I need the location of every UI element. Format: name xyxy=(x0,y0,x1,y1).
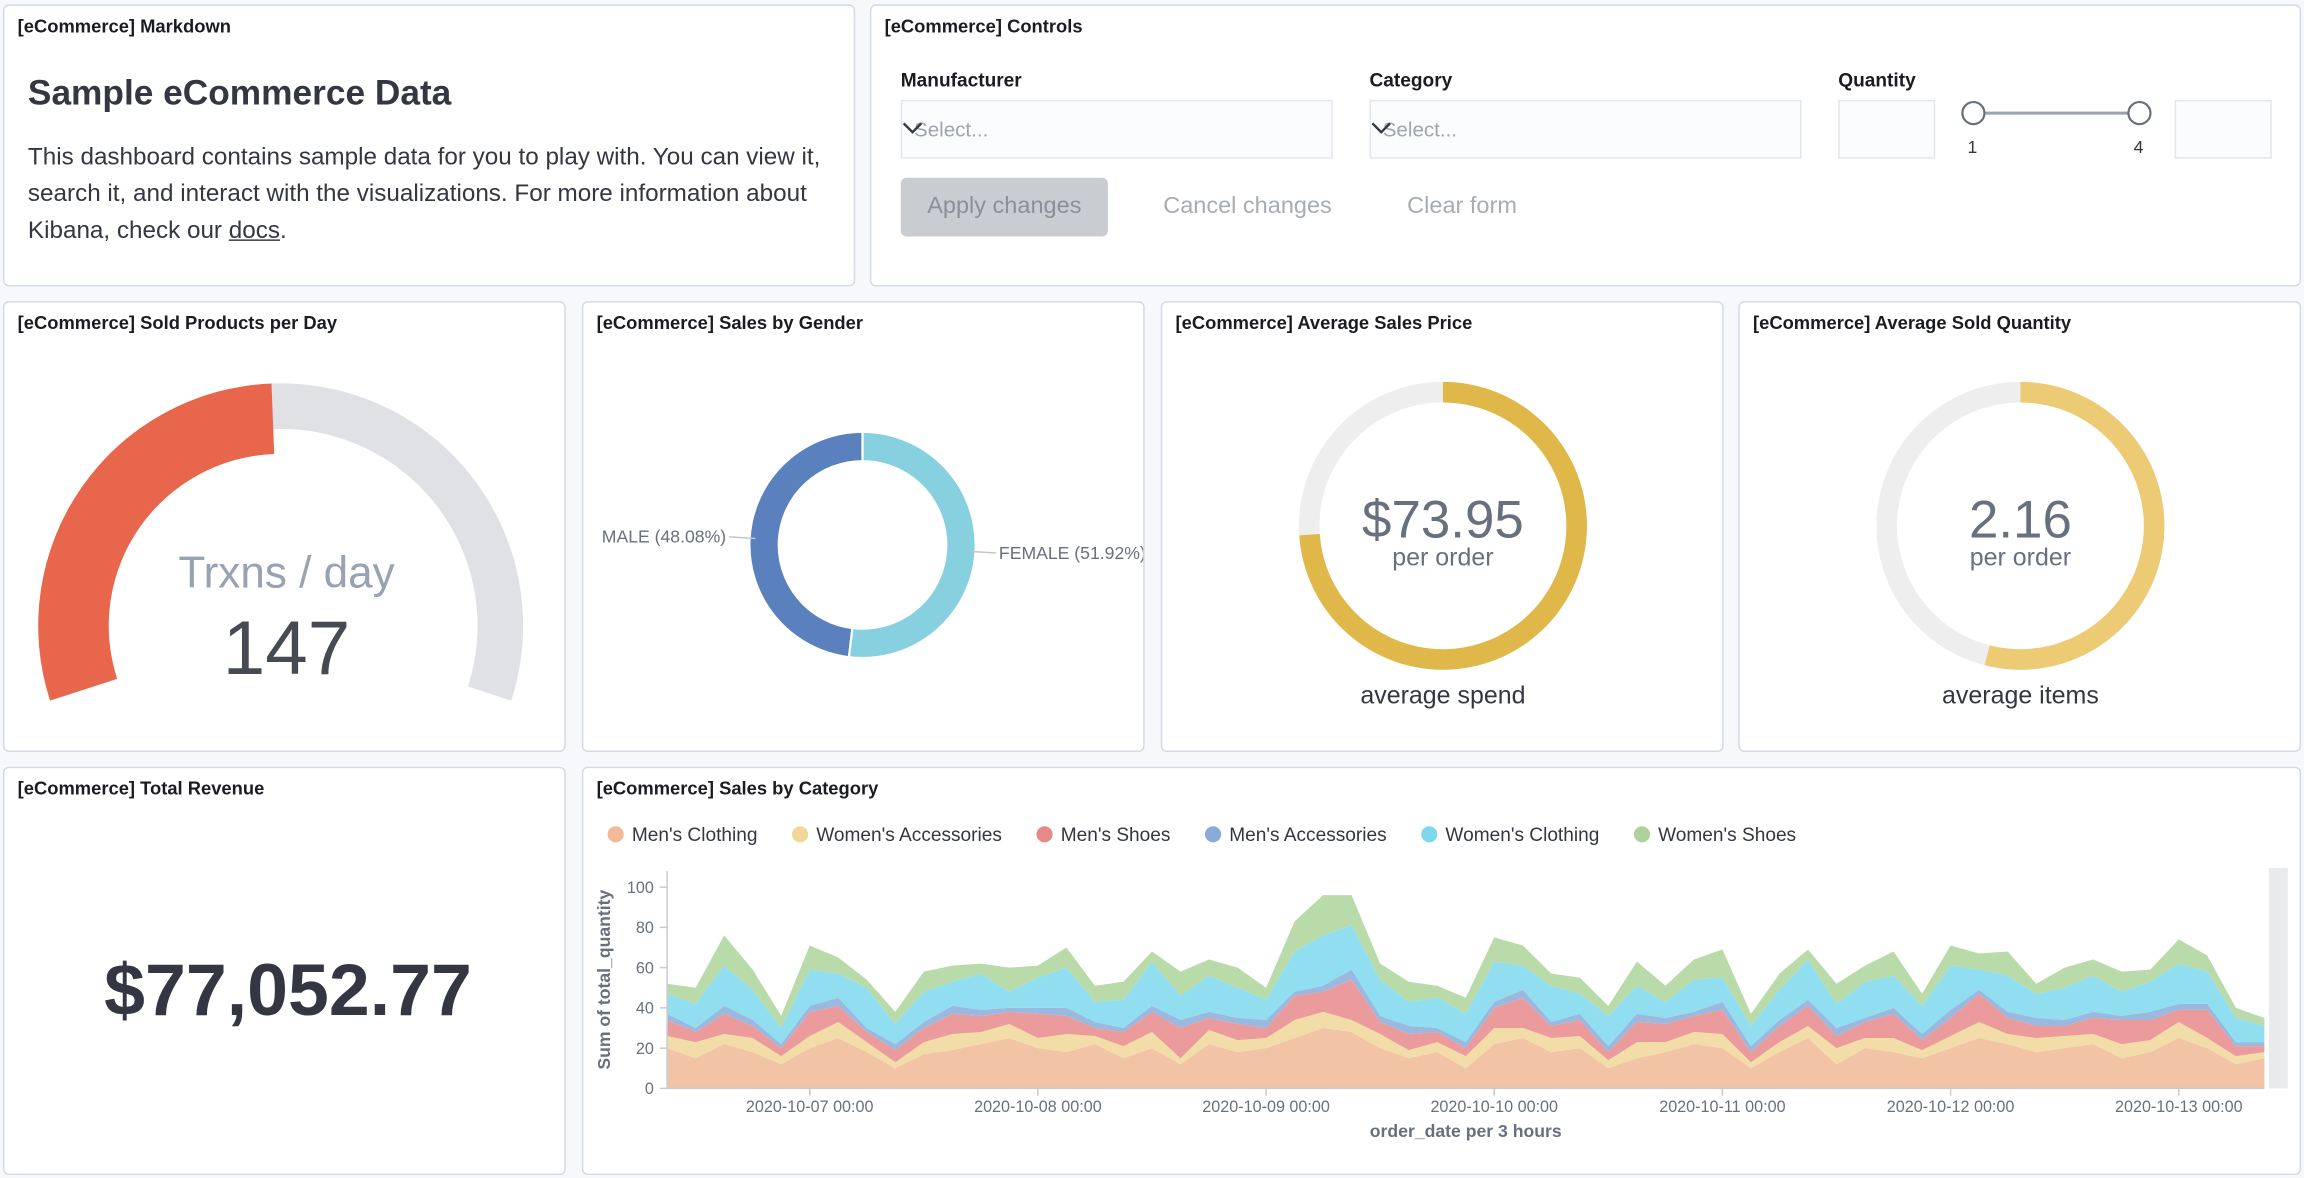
text: This dashboard contains sample data for … xyxy=(27,143,821,244)
range-slider[interactable] xyxy=(1959,94,2165,138)
category-select[interactable]: Select... xyxy=(1369,99,1802,159)
min-input[interactable] xyxy=(1838,99,1936,159)
area-series xyxy=(667,925,2265,1047)
y-tick-label: 40 xyxy=(636,1000,654,1018)
x-tick-label: 2020-10-13 00:00 xyxy=(2115,1098,2243,1116)
field-label: Manufacturer xyxy=(900,69,1022,92)
area-chart: Men's Clothing Women's Accessories Men's S… xyxy=(594,825,2288,1141)
gauge-track xyxy=(271,383,524,701)
area-series xyxy=(667,979,2265,1063)
panel-title: [eCommerce] Sales by Category xyxy=(596,778,879,800)
goal-label: average items xyxy=(1942,682,2099,710)
goal-sublabel: per order xyxy=(1392,543,1493,571)
panel-title: [eCommerce] Average Sold Quantity xyxy=(1752,312,2072,334)
placeholder: Select... xyxy=(913,117,989,142)
slice-label: FEMALE (51.92%) xyxy=(999,543,1145,563)
x-tick-label: 2020-10-11 00:00 xyxy=(1659,1098,1785,1116)
legend-swatch xyxy=(1204,826,1222,843)
y-axis-title: Sum of total_quantity xyxy=(594,890,614,1070)
field-label: Category xyxy=(1369,69,1453,92)
goal-label: average spend xyxy=(1360,682,1525,710)
slider-handle[interactable] xyxy=(2127,100,2152,126)
gauge-chart: Trxns / day 147 xyxy=(38,383,524,701)
x-tick-label: 2020-10-08 00:00 xyxy=(974,1098,1102,1116)
max-input[interactable] xyxy=(2174,99,2272,159)
chart-panel: [eCommerce] Sold Products per Day Trxns … xyxy=(2,301,566,753)
chart-panel: [eCommerce] Average Sales Price $73.95 pe… xyxy=(1160,301,1724,753)
goal-sublabel: per order xyxy=(1970,543,2071,571)
manufacturer-select[interactable]: Select... xyxy=(900,99,1333,159)
chart-panel: [eCommerce] Average Sold Quantity 2.16 pe… xyxy=(1738,301,2302,753)
scrollbar xyxy=(2268,868,2288,1089)
legend-swatch xyxy=(1421,826,1438,843)
legend-label: Men's Shoes xyxy=(1061,825,1171,846)
apply-button[interactable]: Apply changes xyxy=(900,177,1108,237)
pie-slice xyxy=(748,430,864,659)
legend-swatch xyxy=(1036,826,1053,843)
x-tick-label: 2020-10-07 00:00 xyxy=(746,1098,874,1116)
markdown-panel: [eCommerce] Markdown Sample eCommerce Da… xyxy=(2,4,856,287)
slider-min: 1 xyxy=(1967,136,1978,158)
area-series xyxy=(667,1027,2265,1089)
heading: Sample eCommerce Data xyxy=(27,73,452,114)
panel-title: [eCommerce] Sold Products per Day xyxy=(17,312,338,334)
panel-title: [eCommerce] Total Revenue xyxy=(17,778,265,800)
legend-label: Women's Shoes xyxy=(1658,825,1796,846)
y-tick-label: 20 xyxy=(636,1040,654,1058)
docs-link[interactable]: docs xyxy=(228,217,280,244)
leader-line xyxy=(729,536,756,540)
chart-panel: [eCommerce] Total Revenue $77,052.77 xyxy=(2,766,566,1176)
field-label: Quantity xyxy=(1838,69,1916,92)
slice-label: MALE (48.08%) xyxy=(602,527,726,547)
cancel-button[interactable]: Cancel changes xyxy=(1163,193,1332,219)
panel-title: [eCommerce] Average Sales Price xyxy=(1175,312,1473,334)
legend-label: Men's Accessories xyxy=(1229,825,1386,846)
area-series xyxy=(667,1011,2265,1069)
metric-chart: $77,052.77 xyxy=(104,949,472,1031)
panel-title: [eCommerce] Sales by Gender xyxy=(596,312,864,334)
legend-label: Men's Clothing xyxy=(632,825,758,846)
paragraph: This dashboard contains sample data for … xyxy=(28,140,829,250)
y-tick-label: 0 xyxy=(645,1080,654,1098)
x-tick-label: 2020-10-12 00:00 xyxy=(1887,1098,2015,1116)
y-tick-label: 80 xyxy=(636,919,654,937)
text: . xyxy=(279,217,287,244)
legend-swatch xyxy=(791,826,809,843)
leader-line xyxy=(969,550,997,554)
chart-panel: [eCommerce] Sales by Gender MALE (48.08%… xyxy=(581,301,1145,753)
pie-slice xyxy=(847,430,977,660)
slider-max: 4 xyxy=(2133,136,2144,158)
y-tick-label: 100 xyxy=(627,879,654,897)
pie-chart: MALE (48.08%) FEMALE (51.92%) xyxy=(602,430,1145,660)
metric-value: $77,052.77 xyxy=(104,949,472,1031)
x-tick-label: 2020-10-10 00:00 xyxy=(1430,1098,1558,1116)
placeholder: Select... xyxy=(1382,117,1458,142)
panel-title: [eCommerce] Markdown xyxy=(17,16,231,37)
goal-value: $73.95 xyxy=(1362,491,1524,550)
legend-label: Women's Clothing xyxy=(1445,825,1599,846)
area-series xyxy=(667,895,2265,1028)
x-axis-title: order_date per 3 hours xyxy=(1370,1121,1562,1141)
controls-panel: [eCommerce] Controls Manufacturer Select… xyxy=(869,4,2302,287)
chart-panel: [eCommerce] Sales by Category Men's Clot… xyxy=(581,766,2302,1176)
clear-button[interactable]: Clear form xyxy=(1407,193,1517,219)
panel-title: [eCommerce] Controls xyxy=(884,16,1083,37)
y-tick-label: 60 xyxy=(636,959,654,977)
chevron xyxy=(1371,122,1391,134)
area-series xyxy=(667,969,2265,1053)
legend-swatch xyxy=(1633,826,1651,843)
legend-label: Women's Accessories xyxy=(816,825,1002,846)
legend-swatch xyxy=(607,826,624,843)
gauge-label: Trxns / day xyxy=(178,549,394,598)
goal-value: 2.16 xyxy=(1969,491,2072,550)
gauge-fill xyxy=(38,383,275,701)
gauge-value: 147 xyxy=(223,606,350,691)
chevron xyxy=(902,122,923,134)
slider-handle[interactable] xyxy=(1961,100,1986,126)
x-tick-label: 2020-10-09 00:00 xyxy=(1202,1098,1330,1116)
